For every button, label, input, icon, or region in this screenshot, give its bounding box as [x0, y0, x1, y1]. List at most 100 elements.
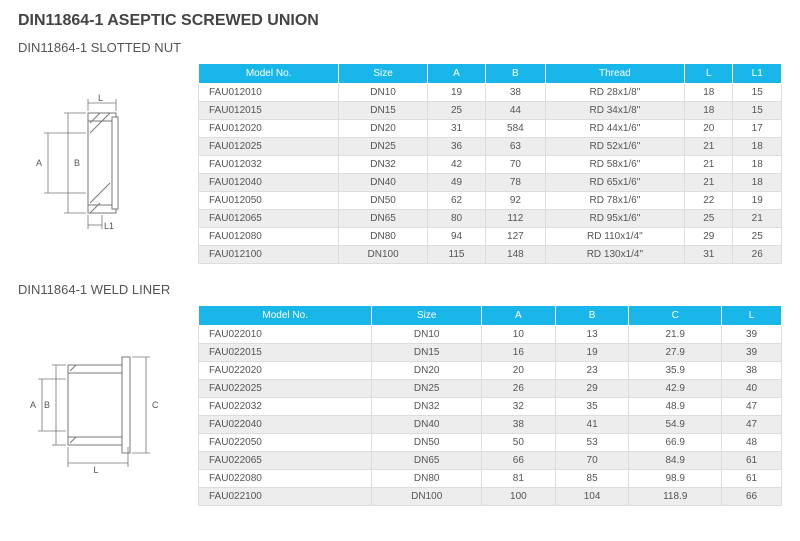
table-cell: 21	[685, 174, 733, 192]
weld-liner-diagram: A B C	[18, 305, 178, 475]
table-cell: 66.9	[629, 434, 722, 452]
table-cell: 16	[482, 344, 556, 362]
table-cell: 38	[722, 362, 782, 380]
table-cell: 35	[555, 398, 629, 416]
table-cell: DN65	[372, 452, 482, 470]
table-cell: 18	[733, 174, 782, 192]
table-cell: 32	[482, 398, 556, 416]
table-cell: FAU022010	[199, 326, 372, 344]
section-slotted-nut: DIN11864-1 SLOTTED NUT	[18, 40, 782, 264]
table-cell: 21.9	[629, 326, 722, 344]
table-row: FAU012025DN253663RD 52x1/6"2118	[199, 138, 782, 156]
table-row: FAU012015DN152544RD 34x1/8"1815	[199, 102, 782, 120]
section-weld-liner: DIN11864-1 WELD LINER A	[18, 282, 782, 506]
table-cell: FAU022080	[199, 470, 372, 488]
table-cell: FAU022025	[199, 380, 372, 398]
table-cell: 26	[482, 380, 556, 398]
table-cell: 62	[427, 192, 485, 210]
table-cell: RD 130x1/4"	[545, 246, 684, 264]
table-cell: 61	[722, 470, 782, 488]
table-cell: 47	[722, 398, 782, 416]
table-cell: 70	[555, 452, 629, 470]
table-row: FAU022065DN65667084.961	[199, 452, 782, 470]
table-cell: 49	[427, 174, 485, 192]
table-cell: DN80	[372, 470, 482, 488]
section-title: DIN11864-1 SLOTTED NUT	[18, 40, 782, 55]
column-header: L1	[733, 64, 782, 84]
table-cell: 44	[486, 102, 546, 120]
table-cell: 100	[482, 488, 556, 506]
table-cell: 21	[685, 156, 733, 174]
table-cell: 29	[555, 380, 629, 398]
table-cell: 66	[482, 452, 556, 470]
table-row: FAU022032DN32323548.947	[199, 398, 782, 416]
table-cell: 19	[555, 344, 629, 362]
table-cell: 19	[733, 192, 782, 210]
table-cell: RD 78x1/6"	[545, 192, 684, 210]
column-header: A	[482, 306, 556, 326]
table-cell: RD 34x1/8"	[545, 102, 684, 120]
slotted-nut-diagram: L A B	[18, 63, 178, 233]
table-cell: DN40	[339, 174, 428, 192]
dim-label-L: L	[98, 93, 103, 103]
table-cell: FAU012065	[199, 210, 339, 228]
weld-liner-table: Model No.SizeABCL FAU022010DN10101321.93…	[198, 305, 782, 506]
table-row: FAU012020DN2031584RD 44x1/6"2017	[199, 120, 782, 138]
column-header: C	[629, 306, 722, 326]
dim-label-L1: L1	[104, 221, 114, 231]
table-cell: 85	[555, 470, 629, 488]
table-row: FAU022025DN25262942.940	[199, 380, 782, 398]
table-cell: 118.9	[629, 488, 722, 506]
table-cell: RD 52x1/6"	[545, 138, 684, 156]
table-cell: 54.9	[629, 416, 722, 434]
table-cell: 31	[685, 246, 733, 264]
table-cell: DN65	[339, 210, 428, 228]
dim-label-A: A	[36, 158, 42, 168]
column-header: L	[685, 64, 733, 84]
table-cell: 18	[733, 156, 782, 174]
dim-label-A: A	[30, 400, 36, 410]
table-cell: DN40	[372, 416, 482, 434]
table-cell: DN25	[372, 380, 482, 398]
table-cell: 41	[555, 416, 629, 434]
table-cell: DN10	[372, 326, 482, 344]
table-cell: 584	[486, 120, 546, 138]
table-cell: 81	[482, 470, 556, 488]
table-cell: 31	[427, 120, 485, 138]
table-cell: 61	[722, 452, 782, 470]
table-cell: 84.9	[629, 452, 722, 470]
table-cell: 29	[685, 228, 733, 246]
table-row: FAU012100DN100115148RD 130x1/4"3126	[199, 246, 782, 264]
table-cell: 13	[555, 326, 629, 344]
table-cell: FAU012040	[199, 174, 339, 192]
table-cell: DN50	[339, 192, 428, 210]
table-cell: 38	[486, 84, 546, 102]
table-cell: 48.9	[629, 398, 722, 416]
table-row: FAU012080DN8094127RD 110x1/4"2925	[199, 228, 782, 246]
table-cell: 48	[722, 434, 782, 452]
table-row: FAU022015DN15161927.939	[199, 344, 782, 362]
table-cell: RD 58x1/6"	[545, 156, 684, 174]
table-cell: RD 44x1/6"	[545, 120, 684, 138]
table-cell: 21	[733, 210, 782, 228]
table-row: FAU012010DN101938RD 28x1/8"1815	[199, 84, 782, 102]
table-cell: FAU012100	[199, 246, 339, 264]
column-header: B	[555, 306, 629, 326]
table-cell: 21	[685, 138, 733, 156]
table-cell: FAU012025	[199, 138, 339, 156]
table-cell: 18	[685, 84, 733, 102]
column-header: Model No.	[199, 306, 372, 326]
table-cell: 15	[733, 84, 782, 102]
table-cell: RD 28x1/8"	[545, 84, 684, 102]
table-cell: 40	[722, 380, 782, 398]
table-cell: 98.9	[629, 470, 722, 488]
table-cell: 92	[486, 192, 546, 210]
table-cell: 25	[427, 102, 485, 120]
table-row: FAU012065DN6580112RD 95x1/6"2521	[199, 210, 782, 228]
table-cell: 27.9	[629, 344, 722, 362]
column-header: Thread	[545, 64, 684, 84]
table-row: FAU022050DN50505366.948	[199, 434, 782, 452]
table-cell: FAU022020	[199, 362, 372, 380]
table-cell: 10	[482, 326, 556, 344]
section-title: DIN11864-1 WELD LINER	[18, 282, 782, 297]
